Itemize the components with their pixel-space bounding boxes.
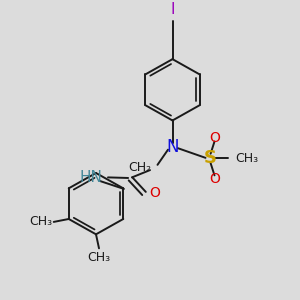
Text: S: S <box>203 149 217 167</box>
Text: I: I <box>170 2 175 17</box>
Text: O: O <box>209 131 220 145</box>
Text: HN: HN <box>79 170 102 185</box>
Text: CH₂: CH₂ <box>128 161 152 174</box>
Text: CH₃: CH₃ <box>29 215 52 228</box>
Text: CH₃: CH₃ <box>236 152 259 165</box>
Text: N: N <box>166 138 179 156</box>
Text: O: O <box>149 186 160 200</box>
Text: O: O <box>209 172 220 186</box>
Text: CH₃: CH₃ <box>87 251 111 264</box>
